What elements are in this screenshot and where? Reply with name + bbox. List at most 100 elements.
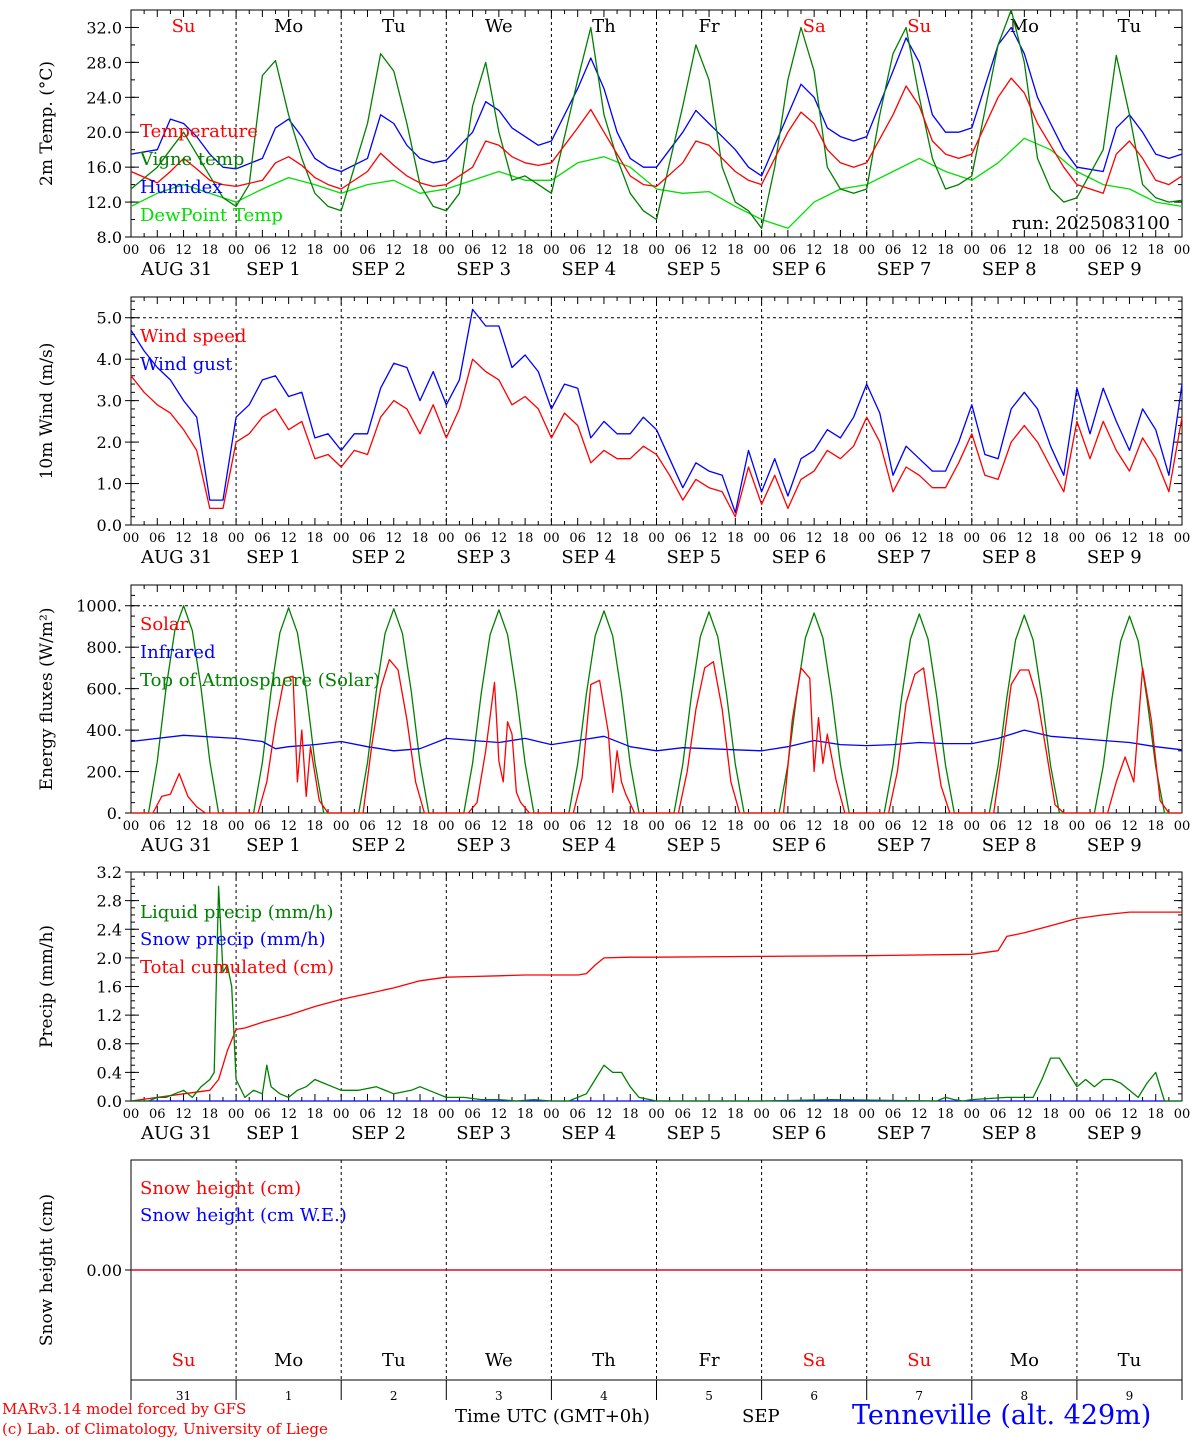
weekday-label: Su	[172, 16, 196, 37]
y-tick-label: 200.	[86, 763, 122, 782]
y-tick-label: 0.	[107, 804, 122, 823]
y-tick-label: 600.	[86, 680, 122, 699]
date-label: SEP 6	[772, 835, 827, 856]
hour-label: 00	[123, 819, 140, 834]
hour-label: 12	[701, 243, 718, 258]
hour-label: 18	[307, 531, 324, 546]
hour-label: 00	[438, 819, 455, 834]
y-tick-label: 0.0	[97, 1092, 122, 1111]
weekday-label: Su	[907, 1350, 931, 1371]
hour-label: 06	[569, 1107, 586, 1122]
hour-label: 18	[727, 243, 744, 258]
hour-label: 12	[596, 243, 613, 258]
hour-label: 06	[675, 1107, 692, 1122]
month-label: SEP	[742, 1406, 780, 1427]
date-label: SEP 5	[667, 547, 722, 568]
hour-label: 12	[1121, 819, 1138, 834]
series-line-infrared	[130, 729, 1183, 752]
hour-label: 00	[123, 1107, 140, 1122]
weekday-label: Tu	[382, 16, 406, 37]
y-tick-label: 1.0	[97, 475, 122, 494]
hour-label: 00	[964, 1107, 981, 1122]
date-label: SEP 7	[877, 259, 932, 280]
hour-label: 00	[964, 819, 981, 834]
hour-label: 12	[1121, 1107, 1138, 1122]
date-label: SEP 4	[561, 835, 616, 856]
legend-entry: Total cumulated (cm)	[140, 957, 334, 978]
lab-credit: (c) Lab. of Climatology, University of L…	[2, 1420, 328, 1438]
hour-label: 00	[648, 243, 665, 258]
hour-label: 06	[569, 243, 586, 258]
hour-label: 06	[780, 1107, 797, 1122]
hour-label: 06	[1095, 819, 1112, 834]
weekday-label: Mo	[274, 1350, 303, 1371]
hour-label: 18	[832, 243, 849, 258]
y-axis-label: Snow height (cm)	[37, 1194, 57, 1346]
hour-label: 00	[1069, 243, 1086, 258]
weekday-label: Th	[592, 16, 616, 37]
hour-label: 06	[675, 531, 692, 546]
series-line-liquid-precip-mm-h-	[131, 885, 1182, 1102]
legend-entry: Snow height (cm)	[140, 1178, 301, 1199]
y-tick-label: 5.0	[97, 309, 122, 328]
hour-label: 18	[1147, 531, 1164, 546]
hour-label: 00	[964, 243, 981, 258]
hour-label: 12	[385, 531, 402, 546]
hour-label: 18	[1147, 819, 1164, 834]
hour-label: 18	[937, 819, 954, 834]
hour-label: 00	[1174, 1107, 1191, 1122]
y-tick-label: 1.2	[97, 1006, 122, 1025]
y-tick-label: 32.0	[86, 18, 122, 37]
date-label: SEP 8	[982, 835, 1037, 856]
hour-label: 00	[858, 1107, 875, 1122]
hour-label: 12	[491, 243, 508, 258]
y-tick-label: 24.0	[86, 88, 122, 107]
hour-label: 18	[202, 243, 219, 258]
hour-label: 18	[622, 243, 639, 258]
hour-label: 18	[517, 1107, 534, 1122]
legend-entry: DewPoint Temp	[140, 205, 283, 226]
hour-label: 06	[254, 243, 271, 258]
hour-label: 18	[937, 531, 954, 546]
hour-label: 00	[753, 531, 770, 546]
hour-label: 00	[123, 243, 140, 258]
hour-label: 06	[149, 531, 166, 546]
date-label: SEP 5	[667, 835, 722, 856]
y-tick-label: 400.	[86, 721, 122, 740]
hour-label: 00	[753, 819, 770, 834]
date-label: SEP 8	[982, 547, 1037, 568]
hour-label: 00	[228, 819, 245, 834]
hour-label: 00	[648, 1107, 665, 1122]
series-line-humidex	[130, 26, 1183, 177]
hour-label: 18	[202, 819, 219, 834]
hour-label: 00	[753, 243, 770, 258]
hour-label: 06	[359, 819, 376, 834]
hour-label: 06	[990, 1107, 1007, 1122]
hour-label: 18	[307, 819, 324, 834]
hour-label: 00	[333, 819, 350, 834]
hour-label: 00	[1069, 819, 1086, 834]
hour-label: 06	[990, 819, 1007, 834]
hour-label: 06	[464, 531, 481, 546]
date-label: SEP 3	[456, 259, 511, 280]
weekday-label: Th	[592, 1350, 616, 1371]
date-label: SEP 6	[772, 1123, 827, 1144]
hour-label: 12	[701, 531, 718, 546]
y-tick-label: 0.00	[86, 1261, 122, 1280]
date-label: SEP 1	[246, 259, 301, 280]
hour-label: 12	[1121, 531, 1138, 546]
hour-label: 00	[438, 531, 455, 546]
hour-label: 12	[175, 243, 192, 258]
y-tick-label: 0.0	[97, 516, 122, 535]
hour-label: 06	[464, 819, 481, 834]
date-label: SEP 5	[667, 1123, 722, 1144]
day-number-label: 31	[176, 1389, 191, 1403]
hour-label: 12	[596, 1107, 613, 1122]
weekday-label: Tu	[382, 1350, 406, 1371]
y-tick-label: 0.4	[97, 1063, 122, 1082]
station-label: Tenneville (alt. 429m)	[852, 1400, 1152, 1431]
date-label: SEP 9	[1087, 259, 1142, 280]
y-tick-label: 20.0	[86, 123, 122, 142]
hour-label: 06	[254, 819, 271, 834]
hour-label: 00	[648, 819, 665, 834]
